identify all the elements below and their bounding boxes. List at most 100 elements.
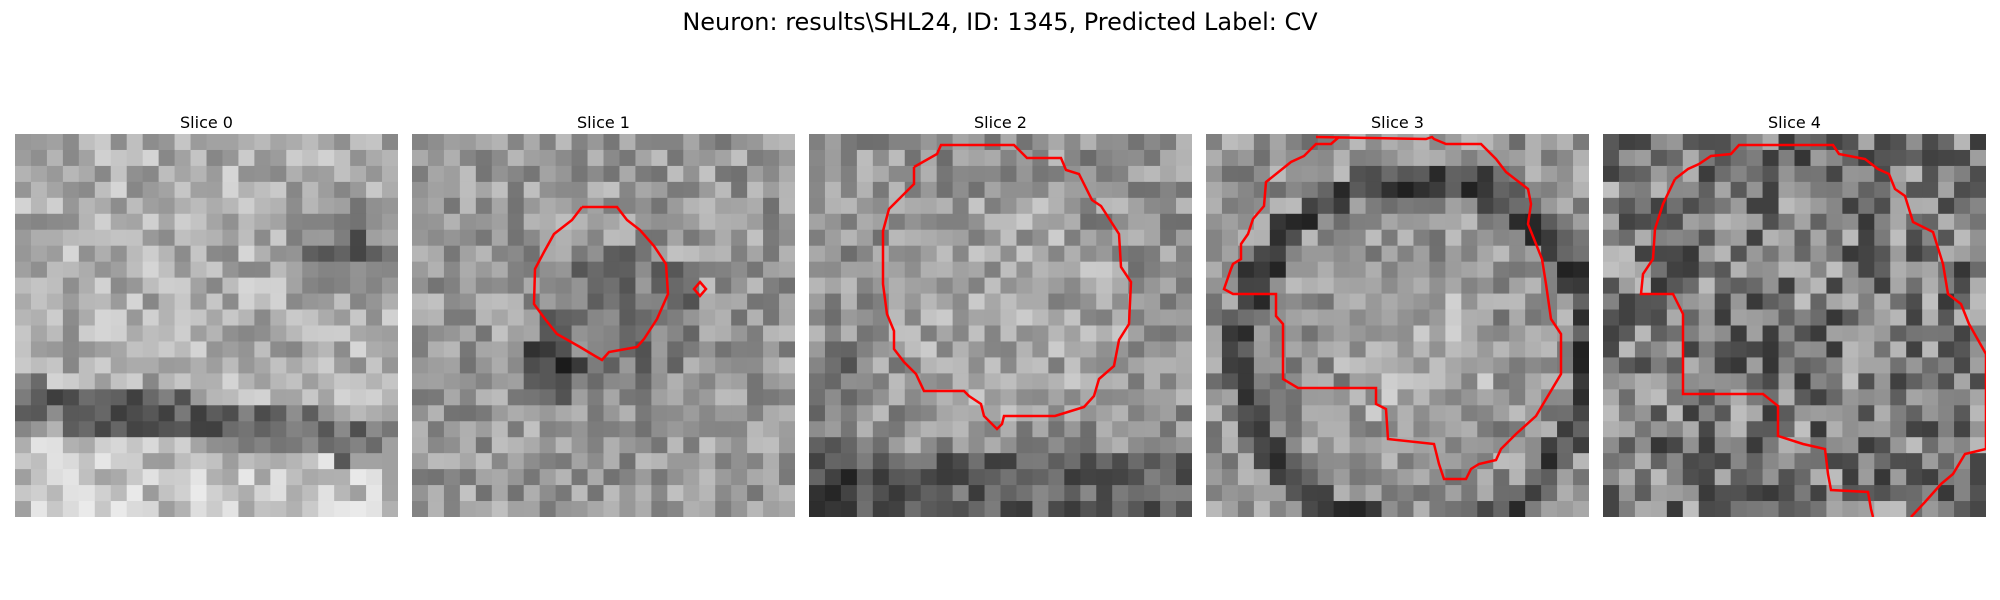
pixel <box>1413 389 1430 406</box>
pixel <box>1874 437 1891 454</box>
pixel <box>1557 469 1574 486</box>
pixel <box>254 245 271 263</box>
pixel <box>30 437 48 454</box>
pixel <box>1666 405 1684 422</box>
pixel <box>507 325 525 342</box>
pixel <box>1698 389 1716 406</box>
pixel <box>286 229 303 247</box>
pixel <box>1048 197 1065 215</box>
pixel <box>1269 261 1287 279</box>
pixel <box>523 309 541 326</box>
pixel <box>1954 309 1971 326</box>
pixel <box>1000 149 1017 167</box>
pixel <box>238 373 255 390</box>
pixel <box>78 261 96 279</box>
pixel <box>46 341 64 358</box>
pixel <box>1128 293 1145 311</box>
pixel <box>1112 149 1129 167</box>
pixel <box>872 197 890 215</box>
pixel <box>158 197 176 215</box>
pixel <box>1557 293 1574 311</box>
pixel <box>1112 197 1129 215</box>
pixel <box>412 405 429 422</box>
pixel <box>491 197 509 215</box>
pixel <box>763 453 780 470</box>
pixel <box>1730 453 1748 470</box>
pixel <box>382 261 398 279</box>
pixel <box>1493 134 1510 151</box>
pixel <box>1253 134 1271 151</box>
pixel <box>1160 389 1177 406</box>
pixel <box>984 245 1001 263</box>
pixel <box>968 357 986 374</box>
pixel <box>1461 357 1478 374</box>
pixel <box>747 501 764 517</box>
pixel <box>1349 325 1367 342</box>
pixel <box>1048 437 1065 454</box>
pixel <box>1080 213 1097 231</box>
pixel <box>1381 357 1398 374</box>
pixel <box>1778 357 1795 374</box>
pixel <box>1365 405 1383 422</box>
pixel <box>699 405 716 422</box>
pixel <box>254 421 271 438</box>
pixel <box>1922 437 1939 454</box>
pixel <box>888 181 906 199</box>
pixel <box>1493 405 1510 422</box>
pixel <box>1445 405 1462 422</box>
pixel <box>824 197 842 215</box>
pixel <box>142 213 160 231</box>
pixel <box>968 373 986 390</box>
pixel <box>1714 277 1732 295</box>
pixel <box>699 357 716 374</box>
pixel <box>1016 485 1033 502</box>
pixel <box>1557 165 1574 183</box>
pixel <box>1938 389 1955 406</box>
pixel <box>1096 325 1113 342</box>
pixel <box>412 357 429 374</box>
pixel <box>1253 309 1271 326</box>
pixel <box>1237 277 1255 295</box>
segmentation-marker <box>692 280 708 298</box>
pixel <box>46 245 64 263</box>
pixel <box>1128 469 1145 486</box>
pixel <box>1778 213 1795 231</box>
pixel <box>206 325 223 342</box>
pixel <box>1698 261 1716 279</box>
pixel <box>78 134 96 151</box>
pixel <box>1365 485 1383 502</box>
pixel <box>1525 453 1542 470</box>
pixel <box>699 181 716 199</box>
pixel <box>318 149 335 167</box>
pixel <box>1301 389 1319 406</box>
pixel <box>904 437 922 454</box>
pixel <box>507 245 525 263</box>
pixel <box>920 469 938 486</box>
pixel <box>1253 469 1271 486</box>
pixel <box>840 277 858 295</box>
pixel <box>1397 421 1414 438</box>
pixel <box>715 405 732 422</box>
pixel <box>1525 325 1542 342</box>
pixel <box>1477 229 1494 247</box>
pixel <box>1429 405 1446 422</box>
pixel <box>1128 341 1145 358</box>
pixel <box>1525 485 1542 502</box>
pixel <box>809 453 826 470</box>
pixel <box>952 469 970 486</box>
pixel <box>1333 309 1351 326</box>
pixel <box>1429 261 1446 279</box>
pixel <box>1144 181 1161 199</box>
pixel <box>1922 453 1939 470</box>
pixel <box>1064 309 1081 326</box>
pixel <box>1237 389 1255 406</box>
pixel <box>382 277 398 295</box>
pixel <box>382 181 398 199</box>
pixel <box>1397 261 1414 279</box>
pixel <box>1032 277 1049 295</box>
pixel <box>1285 485 1303 502</box>
pixel <box>603 421 620 438</box>
pixel <box>1317 277 1335 295</box>
pixel <box>382 197 398 215</box>
pixel <box>1429 229 1446 247</box>
